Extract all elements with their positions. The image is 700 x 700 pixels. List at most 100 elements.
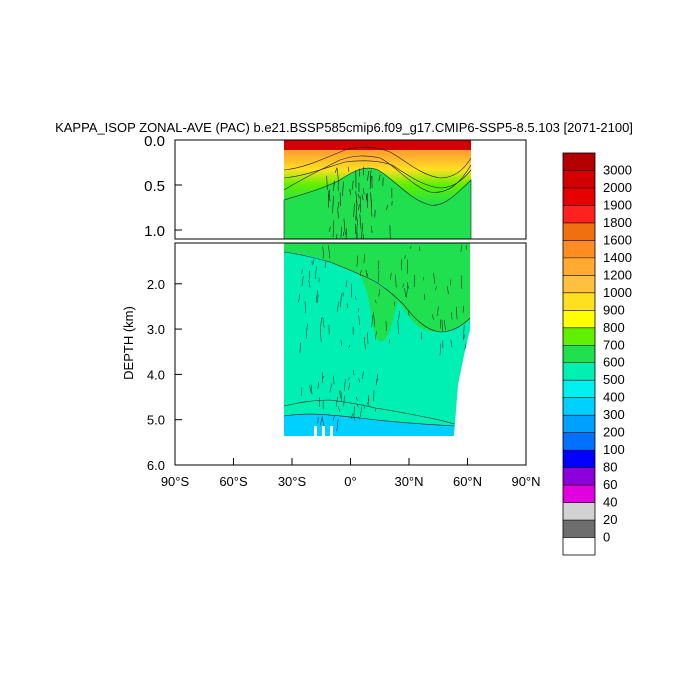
upper-contour-1: [283, 146, 472, 179]
contour-wiggle: [365, 195, 368, 202]
contour-wiggle: [378, 289, 381, 297]
contour-wiggle: [404, 254, 406, 260]
contour-wiggle: [375, 407, 377, 412]
contour-wiggle: [355, 203, 358, 221]
contour-wiggle: [404, 288, 406, 297]
colorbar-swatch-3: [563, 205, 595, 224]
contour-wiggle: [348, 382, 351, 391]
x-axis: 90°S 60°S 30°S 0° 30°N 60°N 90°N: [161, 458, 541, 489]
contour-wiggle: [332, 180, 335, 192]
contour-wiggle: [338, 390, 342, 399]
x-tick-label-1: 60°S: [219, 474, 248, 489]
contour-wiggle: [464, 343, 467, 350]
contour-wiggle: [299, 342, 301, 354]
colorbar-label-10: 700: [603, 337, 625, 352]
colorbar-swatch-9: [563, 310, 595, 329]
y-tick-label-upper-2: 1.0: [144, 223, 165, 240]
contour-wiggle: [363, 404, 365, 409]
chart-title: KAPPA_ISOP ZONAL-AVE (PAC) b.e21.BSSP585…: [55, 120, 633, 135]
colorbar-label-1: 2000: [603, 180, 632, 195]
colorbar-label-5: 1400: [603, 250, 632, 265]
bottom-gap-1: [314, 426, 317, 436]
contour-wiggle: [361, 223, 363, 239]
contour-wiggle: [333, 375, 335, 385]
colorbar-swatch-11: [563, 345, 595, 364]
contour-wiggle: [373, 312, 375, 327]
contour-wiggle: [435, 286, 437, 291]
y-tick-label-upper-0: 0.0: [144, 133, 165, 150]
contour-wiggle: [356, 216, 359, 226]
contour-wiggle: [310, 384, 313, 395]
lower-bottom-layer: [284, 414, 454, 436]
colorbar-swatch-0: [563, 153, 595, 171]
y-tick-label-lower-4: 6.0: [147, 458, 165, 473]
contour-wiggle: [369, 175, 372, 190]
contour-wiggle: [322, 317, 325, 328]
colorbar-label-16: 100: [603, 442, 625, 457]
contour-wiggle: [335, 396, 338, 407]
contour-wiggle: [349, 189, 352, 195]
contour-wiggle: [463, 334, 465, 341]
contour-wiggle: [377, 260, 379, 270]
colorbar-swatch-2: [563, 187, 595, 206]
colorbar-swatch-15: [563, 415, 595, 433]
y-axis-upper: 0.0 0.5 1.0: [144, 133, 182, 240]
y-tick-label-lower-2: 4.0: [147, 367, 165, 382]
contour-wiggle: [328, 226, 331, 232]
contour-wiggle: [350, 413, 353, 419]
contour-wiggle: [337, 168, 340, 186]
contour-wiggle: [317, 382, 320, 390]
contour-wiggle: [449, 279, 452, 286]
contour-wiggle: [340, 293, 343, 298]
contour-wiggle: [301, 269, 303, 275]
contour-wiggle: [362, 188, 365, 195]
colorbar-swatch-20: [563, 502, 595, 521]
contour-wiggle: [304, 301, 306, 313]
contour-wiggle: [356, 396, 358, 401]
colorbar-label-14: 300: [603, 407, 625, 422]
x-tick-label-0: 90°S: [161, 474, 190, 489]
contour-wiggle: [378, 174, 381, 181]
contour-wiggle: [390, 272, 392, 281]
colorbar-swatch-6: [563, 257, 595, 276]
contour-wiggle: [342, 181, 344, 196]
contour-wiggle: [317, 294, 319, 303]
contour-wiggle: [369, 170, 372, 182]
lower-green-region: [284, 243, 470, 332]
colorbar-swatch-13: [563, 380, 595, 398]
colorbar-swatch-8: [563, 292, 595, 311]
contour-wiggle: [298, 293, 301, 303]
lower-contour-noise: [298, 245, 468, 432]
contour-wiggle: [361, 194, 364, 201]
contour-wiggle: [375, 378, 379, 384]
contour-wiggle: [353, 203, 355, 217]
y-tick-label-upper-1: 0.5: [144, 178, 165, 195]
contour-wiggle: [353, 416, 356, 422]
x-tick-label-4: 30°N: [394, 474, 423, 489]
contour-wiggle: [370, 192, 372, 207]
contour-wiggle: [326, 175, 328, 190]
contour-wiggle: [358, 193, 360, 199]
contour-wiggle: [375, 374, 379, 386]
contour-wiggle: [353, 406, 355, 419]
contour-wiggle: [347, 166, 350, 172]
contour-wiggle: [398, 311, 400, 321]
contour-wiggle: [319, 317, 322, 332]
contour-wiggle: [374, 331, 377, 340]
contour-wiggle: [456, 306, 458, 320]
contour-wiggle: [321, 416, 325, 426]
contour-wiggle: [370, 225, 373, 234]
contour-wiggle: [443, 320, 446, 330]
contour-wiggle: [401, 259, 403, 271]
contour-wiggle: [332, 415, 335, 421]
contour-wiggle: [460, 245, 462, 252]
contour-wiggle: [410, 245, 412, 250]
contour-wiggle: [322, 246, 325, 259]
contour-wiggle: [360, 270, 362, 277]
colorbar-swatch-1: [563, 170, 595, 189]
x-tick-label-2: 30°S: [278, 474, 307, 489]
upper-contour-noise: [326, 166, 393, 239]
contour-wiggle: [433, 272, 436, 284]
contour-wiggle: [378, 270, 380, 283]
